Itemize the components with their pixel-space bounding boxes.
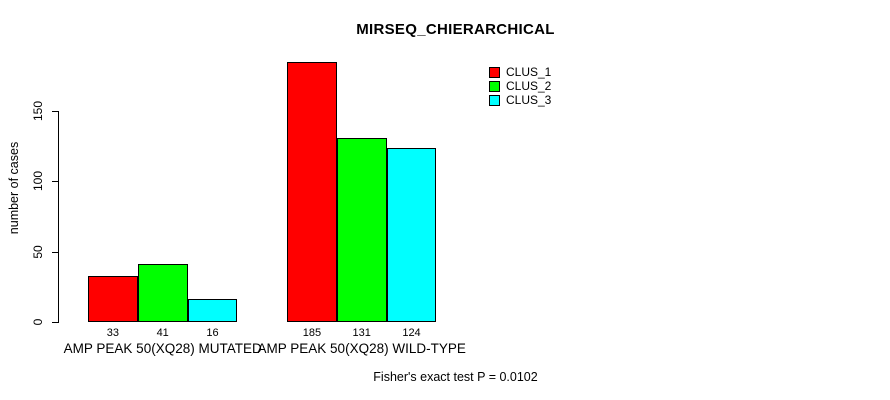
y-axis-tick-label: 0 xyxy=(31,318,45,326)
bar-value-label: 124 xyxy=(402,327,421,339)
bar-CLUS_2 xyxy=(336,137,387,322)
bar-CLUS_1 xyxy=(287,61,337,322)
legend-swatch-icon xyxy=(489,80,500,92)
legend-item-CLUS_1: CLUS_1 xyxy=(489,65,551,79)
bar-value-label: 41 xyxy=(156,327,169,339)
bar-value-label: 185 xyxy=(302,327,322,339)
annotation-fishers-exact-test: Fisher's exact test P = 0.0102 xyxy=(373,370,538,384)
bar-CLUS_2 xyxy=(137,264,188,322)
x-axis-group-label: AMP PEAK 50(XQ28) WILD-TYPE xyxy=(257,341,466,356)
legend-swatch-icon xyxy=(489,66,500,78)
legend-label: CLUS_1 xyxy=(506,65,552,79)
y-axis-tick xyxy=(52,251,58,253)
y-axis-label: number of cases xyxy=(7,141,21,235)
y-axis-tick-label: 50 xyxy=(31,244,45,259)
legend-label: CLUS_2 xyxy=(506,79,552,93)
bar-CLUS_3 xyxy=(187,299,238,322)
bar-value-label: 33 xyxy=(106,327,120,339)
y-axis-line xyxy=(58,110,59,323)
legend: CLUS_1 CLUS_2 CLUS_3 xyxy=(489,65,551,107)
bar-value-label: 16 xyxy=(206,327,219,339)
bar-CLUS_1 xyxy=(88,275,138,322)
legend-label: CLUS_3 xyxy=(506,93,552,107)
bar-value-label: 131 xyxy=(352,327,371,339)
y-axis-tick xyxy=(52,322,58,323)
y-axis-tick xyxy=(52,181,58,183)
legend-item-CLUS_2: CLUS_2 xyxy=(489,79,551,93)
chart-title: MIRSEQ_CHIERARCHICAL xyxy=(356,21,555,38)
y-axis-tick-label: 150 xyxy=(31,100,45,121)
bar-CLUS_3 xyxy=(386,147,437,322)
legend-item-CLUS_3: CLUS_3 xyxy=(489,93,551,107)
legend-swatch-icon xyxy=(489,94,500,106)
y-axis-tick xyxy=(52,110,58,112)
y-axis-tick-label: 100 xyxy=(31,171,45,192)
x-axis-group-label: AMP PEAK 50(XQ28) MUTATED xyxy=(63,341,262,356)
